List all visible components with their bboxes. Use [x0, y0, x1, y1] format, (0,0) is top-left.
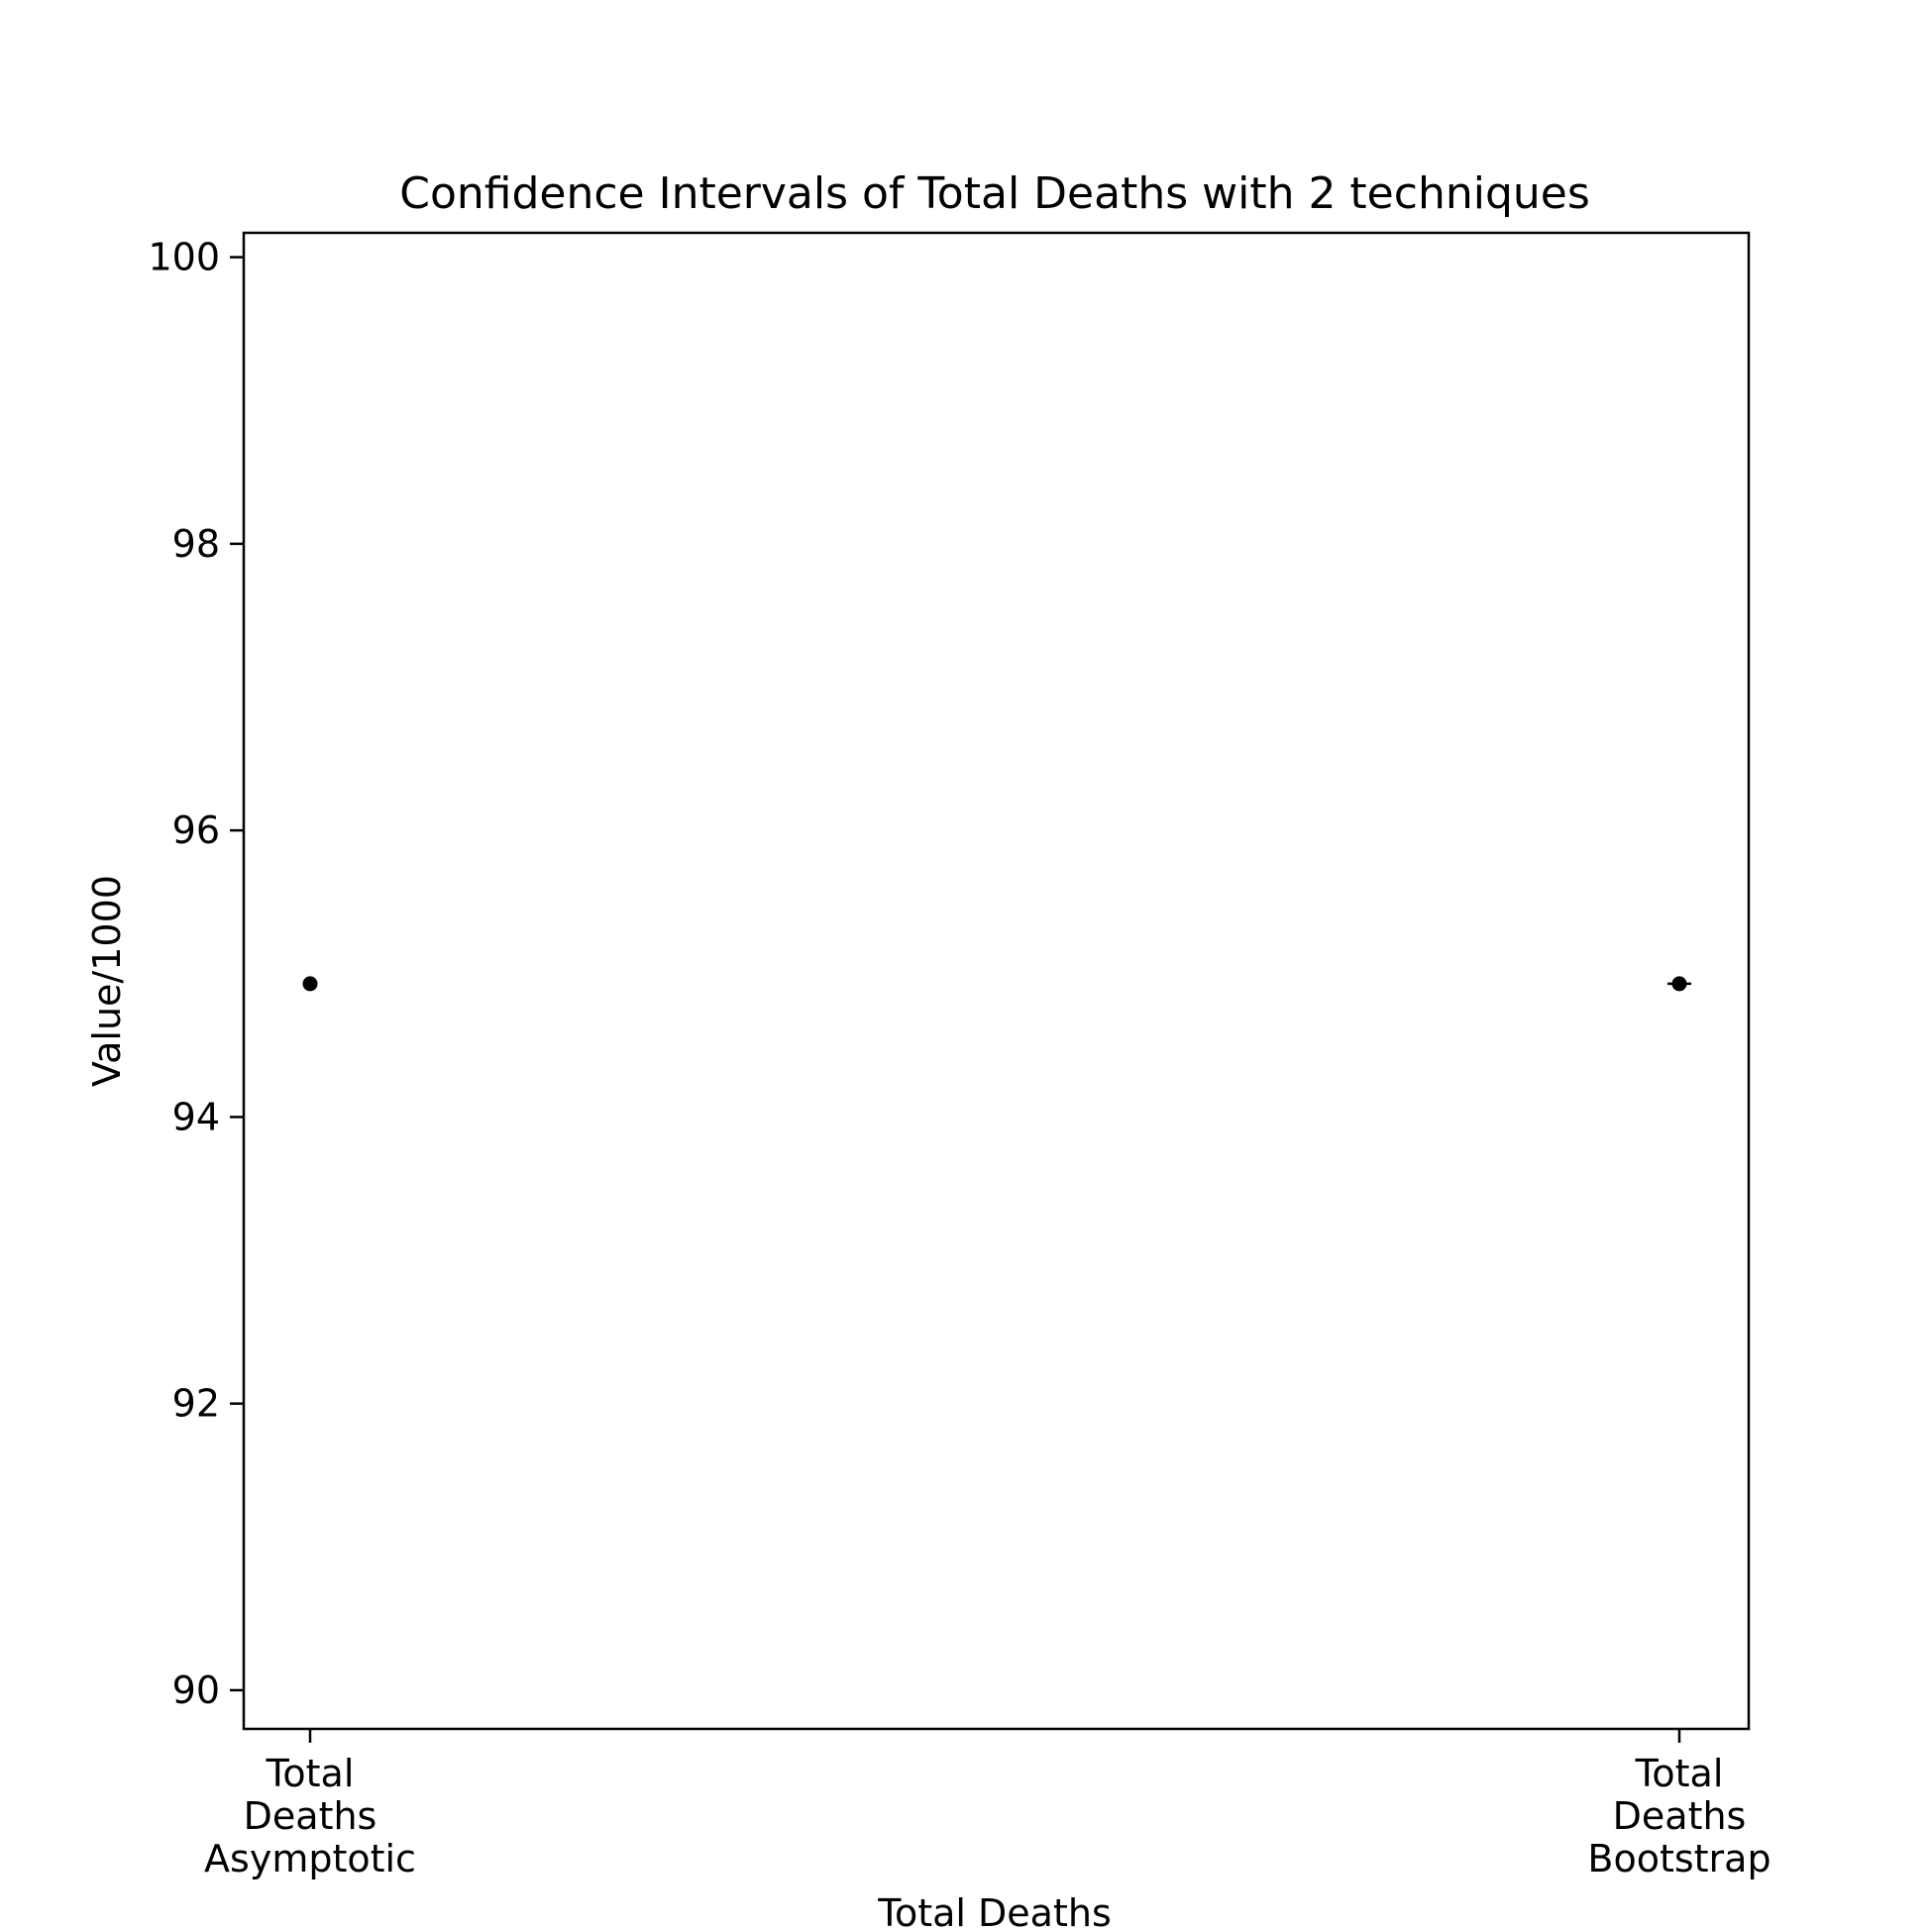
y-axis: 90 92 94 96 98 100: [148, 236, 244, 1712]
y-tick-label: 94: [172, 1095, 220, 1138]
y-tick-label: 92: [172, 1382, 220, 1426]
point-marker: [302, 976, 318, 992]
x-tick-label: Total Deaths Bootstrap: [1587, 1752, 1771, 1880]
y-tick-label: 98: [172, 522, 220, 566]
y-tick-label: 100: [148, 236, 220, 279]
x-tick-label: Total Deaths Asymptotic: [204, 1752, 416, 1880]
x-axis-label: Total Deaths: [877, 1891, 1112, 1932]
data-points: [302, 976, 1691, 992]
chart-title: Confidence Intervals of Total Deaths wit…: [399, 168, 1590, 219]
y-tick-label: 90: [172, 1668, 220, 1712]
point-marker: [1671, 976, 1687, 992]
x-axis: Total Deaths Asymptotic Total Deaths Bootstra…: [204, 1729, 1771, 1880]
data-point-1: [302, 976, 318, 992]
data-point-2: [1667, 976, 1691, 992]
y-tick-label: 96: [172, 808, 220, 852]
plot-area-frame: [242, 231, 1751, 1731]
y-axis-label: Value/1000: [85, 875, 129, 1087]
